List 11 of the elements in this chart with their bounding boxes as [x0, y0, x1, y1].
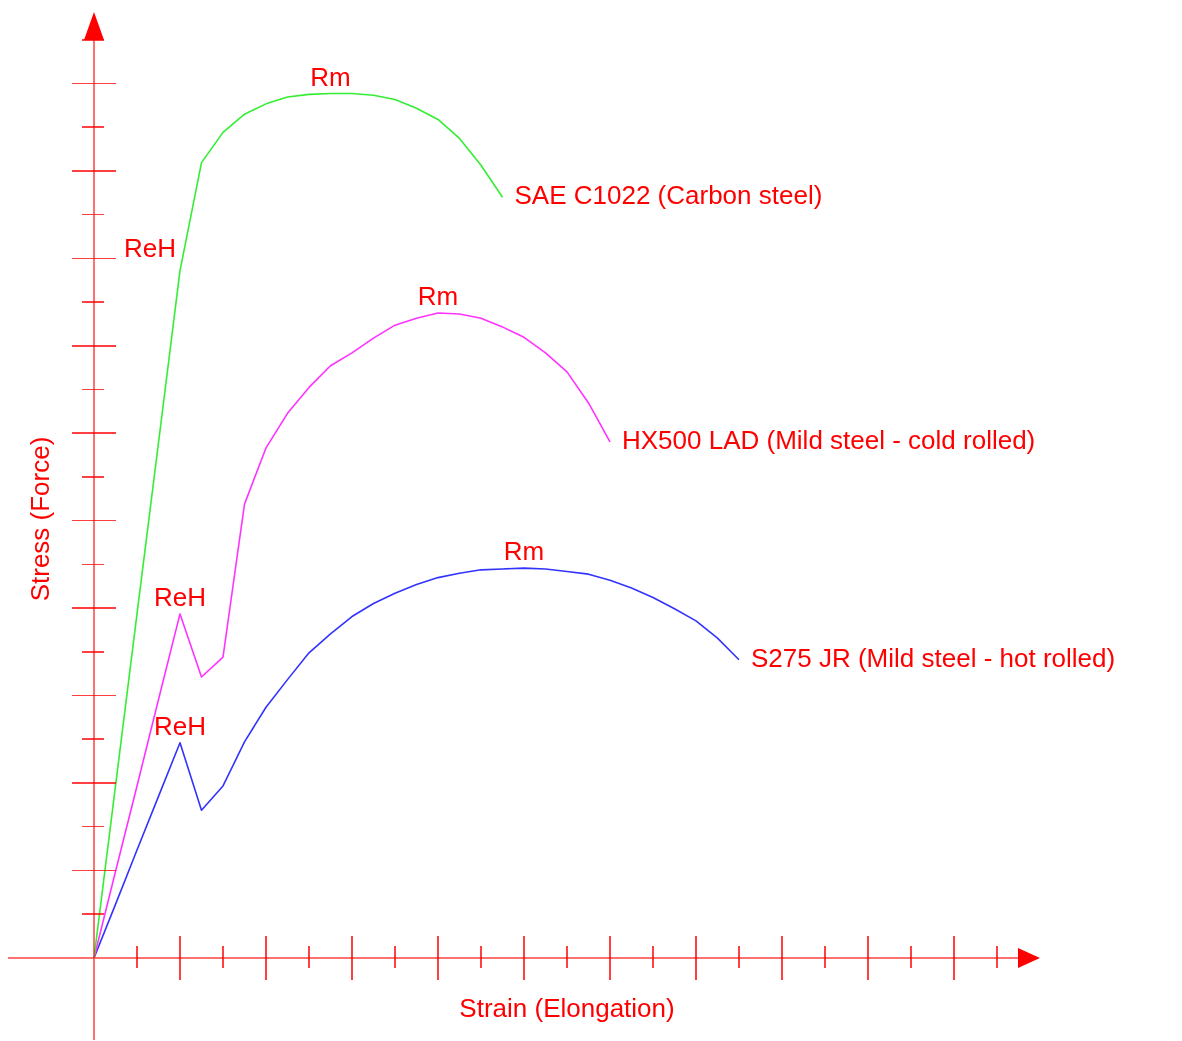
y-axis-title: Stress (Force) — [25, 436, 56, 602]
annotation: ReH — [123, 232, 176, 263]
series-label: S275 JR (Mild steel - hot rolled) — [751, 642, 1116, 673]
annotation: Rm — [503, 536, 545, 567]
annotation: ReH — [153, 582, 207, 613]
annotation: Rm — [417, 281, 459, 312]
series-label: SAE C1022 (Carbon steel) — [514, 180, 823, 211]
annotation: ReH — [153, 710, 207, 741]
x-axis-title: Strain (Elongation) — [459, 993, 675, 1024]
text: Rm — [310, 61, 351, 92]
series-label: HX500 LAD (Mild steel - cold rolled) — [622, 425, 1036, 456]
